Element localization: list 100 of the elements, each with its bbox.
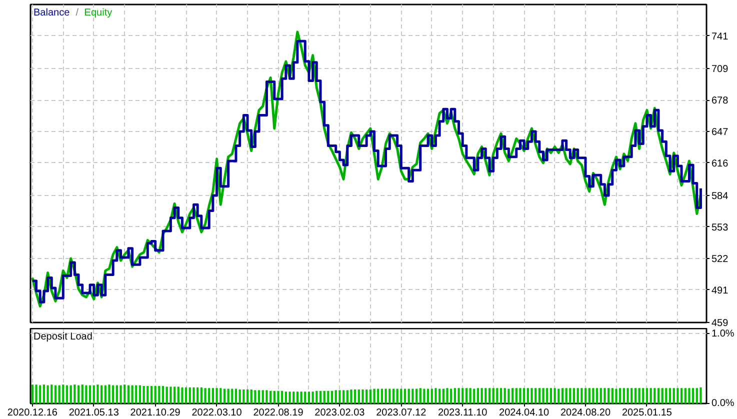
bar xyxy=(112,385,114,404)
bar xyxy=(319,390,322,404)
bar xyxy=(42,384,45,404)
bar xyxy=(511,388,514,404)
y-tick-label: 522 xyxy=(712,254,729,265)
bar xyxy=(131,385,134,404)
bar xyxy=(546,388,548,404)
bar xyxy=(588,388,590,404)
bar xyxy=(238,389,241,404)
x-tick-label: 2024.04.10 xyxy=(499,408,550,418)
bar xyxy=(469,388,472,404)
bar xyxy=(654,388,656,404)
bar xyxy=(657,388,660,404)
bar xyxy=(684,388,686,404)
bar xyxy=(212,388,214,404)
bar xyxy=(124,384,126,404)
x-tick-label: 2023.11.10 xyxy=(438,408,488,418)
bar xyxy=(412,388,414,404)
bar xyxy=(96,384,99,404)
bar xyxy=(116,385,118,404)
bar xyxy=(200,387,202,404)
bar xyxy=(519,388,522,404)
bar xyxy=(600,388,602,404)
bar xyxy=(554,388,556,404)
bar xyxy=(650,388,652,404)
bar xyxy=(54,385,57,404)
bar xyxy=(404,388,406,404)
bar xyxy=(231,388,234,404)
bar xyxy=(58,385,60,404)
bar xyxy=(346,390,348,404)
bar xyxy=(300,392,302,404)
bar xyxy=(500,388,502,404)
bar xyxy=(185,387,188,404)
bar xyxy=(108,384,110,404)
bar xyxy=(611,388,614,404)
bar xyxy=(384,388,387,404)
bar xyxy=(488,388,491,404)
bar xyxy=(81,384,84,404)
bar xyxy=(561,388,564,404)
x-tick-label: 2025.01.15 xyxy=(622,408,672,418)
bar xyxy=(281,390,284,404)
bar xyxy=(204,388,206,404)
bar xyxy=(296,392,298,404)
bar xyxy=(250,389,252,404)
bar xyxy=(392,388,395,404)
bar xyxy=(338,390,341,404)
bar xyxy=(462,388,464,404)
bar xyxy=(692,388,694,404)
y-tick-label: 584 xyxy=(712,191,729,202)
bar xyxy=(150,386,153,404)
bar xyxy=(362,389,364,404)
bar xyxy=(358,389,360,404)
bar xyxy=(496,388,498,404)
bar xyxy=(342,390,345,404)
y-tick-label: 459 xyxy=(712,318,729,329)
bar xyxy=(646,388,648,404)
bar xyxy=(442,388,444,404)
x-tick-label: 2024.08.20 xyxy=(560,408,611,418)
bar xyxy=(273,390,276,404)
bar xyxy=(50,384,53,404)
bar xyxy=(700,387,702,404)
bar xyxy=(572,388,576,404)
y-tick-label: 678 xyxy=(712,96,729,106)
bar xyxy=(304,392,306,404)
bar xyxy=(266,390,268,404)
bar xyxy=(316,390,318,404)
bar xyxy=(508,388,510,404)
bar xyxy=(35,384,38,404)
bar xyxy=(138,385,142,404)
bar xyxy=(688,388,690,404)
bar xyxy=(430,388,433,404)
bar xyxy=(676,388,679,404)
bar xyxy=(354,389,356,404)
bar xyxy=(634,388,636,404)
bar xyxy=(661,388,664,404)
bar xyxy=(327,390,330,404)
bar xyxy=(569,388,572,404)
bar xyxy=(377,388,380,404)
y-tick-label: 491 xyxy=(712,285,729,296)
y-tick-label: 741 xyxy=(712,31,729,42)
bar xyxy=(173,386,176,404)
bar xyxy=(446,388,448,404)
bar xyxy=(242,389,245,404)
bar xyxy=(146,386,149,404)
bar xyxy=(380,388,383,404)
bar xyxy=(565,388,568,404)
y-tick-label: 616 xyxy=(712,158,729,170)
bar xyxy=(208,388,210,404)
bar xyxy=(70,385,72,404)
x-tick-label: 2021.05.13 xyxy=(68,408,120,418)
bar xyxy=(127,385,130,404)
bar xyxy=(39,385,42,404)
bar xyxy=(292,392,295,404)
bar xyxy=(62,384,64,404)
bar xyxy=(604,388,606,404)
x-tick-label: 2022.08.19 xyxy=(253,408,304,418)
bar xyxy=(223,388,226,404)
bar xyxy=(423,388,426,404)
bar xyxy=(312,392,314,404)
bar xyxy=(142,386,145,404)
